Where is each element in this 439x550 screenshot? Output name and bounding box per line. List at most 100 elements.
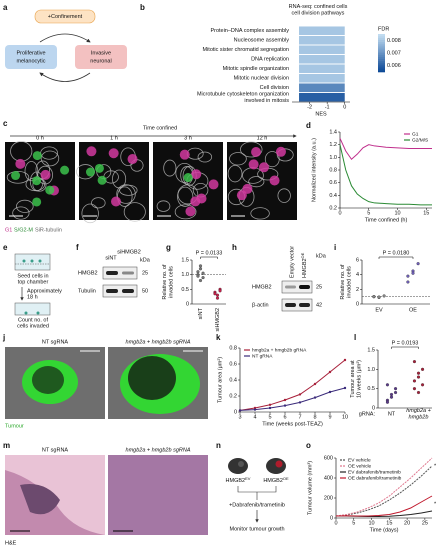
panel-label: k	[216, 333, 221, 342]
x-tick-label: 9	[328, 414, 331, 420]
y-axis-label: Normalized intensity (a.u.)	[311, 138, 317, 202]
y-tick-label: 0	[234, 409, 237, 415]
tubulin-cell	[81, 203, 99, 224]
y-axis-label: Relative no. of	[340, 264, 346, 300]
category-label: involved in mitosis	[244, 98, 289, 104]
g2m-nucleus	[183, 173, 193, 183]
panel-f: f siNT siHMGB2 kDa HMGB2 25 Tubulin 50	[76, 243, 151, 298]
g2m-nucleus	[32, 197, 42, 207]
group-base: HMGB2	[263, 478, 283, 484]
tubulin-cell	[40, 150, 60, 167]
colorbar-step	[378, 37, 385, 40]
panel-label: g	[166, 243, 171, 252]
y-tick-label: 1.0	[329, 155, 337, 161]
cell	[30, 259, 34, 263]
g1-nucleus	[179, 149, 190, 160]
g2m-nucleus	[60, 165, 70, 175]
point	[412, 379, 417, 383]
g2m-nucleus	[11, 171, 21, 181]
tubulin-cell	[174, 204, 197, 220]
point	[283, 398, 287, 402]
colorbar-step	[378, 41, 385, 44]
g1-nucleus	[248, 159, 259, 170]
point	[201, 276, 205, 280]
step-text: cells invaded	[17, 323, 49, 329]
point	[406, 274, 410, 278]
band	[299, 303, 310, 307]
point	[238, 409, 242, 412]
lane-label: HMGB2OE	[300, 252, 308, 278]
point	[416, 371, 421, 375]
panel-e: e Seed cells in top chamber Approximatel…	[3, 243, 62, 329]
point	[268, 406, 272, 410]
tubulin-cell	[229, 152, 247, 166]
y-axis-label: Tumour area at	[350, 360, 356, 398]
g2m-nucleus	[32, 151, 42, 161]
panel-label: a	[3, 3, 8, 12]
tubulin-cell	[163, 159, 177, 177]
band	[106, 289, 118, 293]
image-label: hmgb2a + hmgb2b sgRNA	[126, 447, 191, 453]
fish-icon	[266, 458, 286, 474]
blot	[102, 284, 138, 298]
legend-label: OE dabrafenib/trametinib	[348, 475, 402, 481]
point	[420, 383, 425, 387]
colorbar-step	[378, 34, 385, 37]
g1-nucleus	[242, 183, 253, 194]
g1-nucleus	[258, 162, 269, 173]
panel-label: h	[232, 243, 237, 252]
category-label: Mitotic nuclear division	[234, 76, 289, 82]
panel-n: n HMGB2EV HMGB2OE +Dabrafenib/trametinib…	[216, 441, 289, 532]
point	[372, 295, 376, 299]
blot	[281, 280, 313, 294]
legend-label: G2/M/S	[412, 137, 428, 143]
state-text: Invasive	[91, 50, 111, 56]
significance: *	[434, 501, 437, 507]
panel-label: i	[334, 243, 336, 252]
treatment: +Dabrafenib/trametinib	[229, 502, 285, 508]
y-tick-label: 0.8	[329, 167, 337, 173]
category-label: Protein–DNA complex assembly	[210, 28, 289, 34]
g1-nucleus	[111, 196, 122, 207]
point	[268, 403, 272, 406]
y-tick-label: 0.8	[229, 345, 237, 351]
chart-title: cell division pathways	[292, 11, 345, 17]
series-line	[335, 495, 433, 517]
legend-entry: G1	[5, 227, 12, 233]
x-tick-label: OE	[409, 307, 417, 313]
step-text: Seed cells in	[17, 273, 48, 279]
bracket	[391, 346, 419, 349]
x-tick-label: NT	[388, 411, 396, 417]
colorbar-tick: 0.006	[387, 63, 401, 69]
lane-label: siNT	[105, 255, 117, 261]
point	[313, 382, 317, 386]
band	[122, 271, 134, 275]
point	[411, 271, 415, 275]
x-axis-label: NES	[315, 111, 327, 117]
step-text: top chamber	[18, 279, 49, 285]
x-tick-label: 0	[334, 520, 337, 526]
cell	[38, 259, 42, 263]
legend-label: OE vehicle	[348, 463, 372, 469]
tubulin-cell	[248, 176, 265, 188]
y-tick-label: 1.2	[329, 142, 337, 148]
colorbar-step	[378, 49, 385, 52]
step-text: Count no. of	[18, 317, 48, 323]
wait-text: 18 h	[27, 294, 38, 300]
tubulin-cell	[16, 199, 34, 213]
x-tick-label: 10	[394, 210, 400, 216]
time-label: 0 h	[36, 135, 44, 141]
x-tick-label: 3	[238, 414, 241, 420]
stain-label: H&E	[5, 540, 17, 546]
point	[215, 296, 220, 300]
point	[382, 294, 386, 298]
unit: kDa	[140, 257, 151, 263]
point	[213, 292, 217, 296]
panel-label: c	[3, 119, 8, 128]
point	[420, 367, 425, 371]
lane-label-sup: OE	[300, 252, 305, 258]
x-tick-label: 0	[343, 104, 346, 110]
panel-label: b	[140, 3, 145, 12]
colorbar-step	[378, 45, 385, 48]
